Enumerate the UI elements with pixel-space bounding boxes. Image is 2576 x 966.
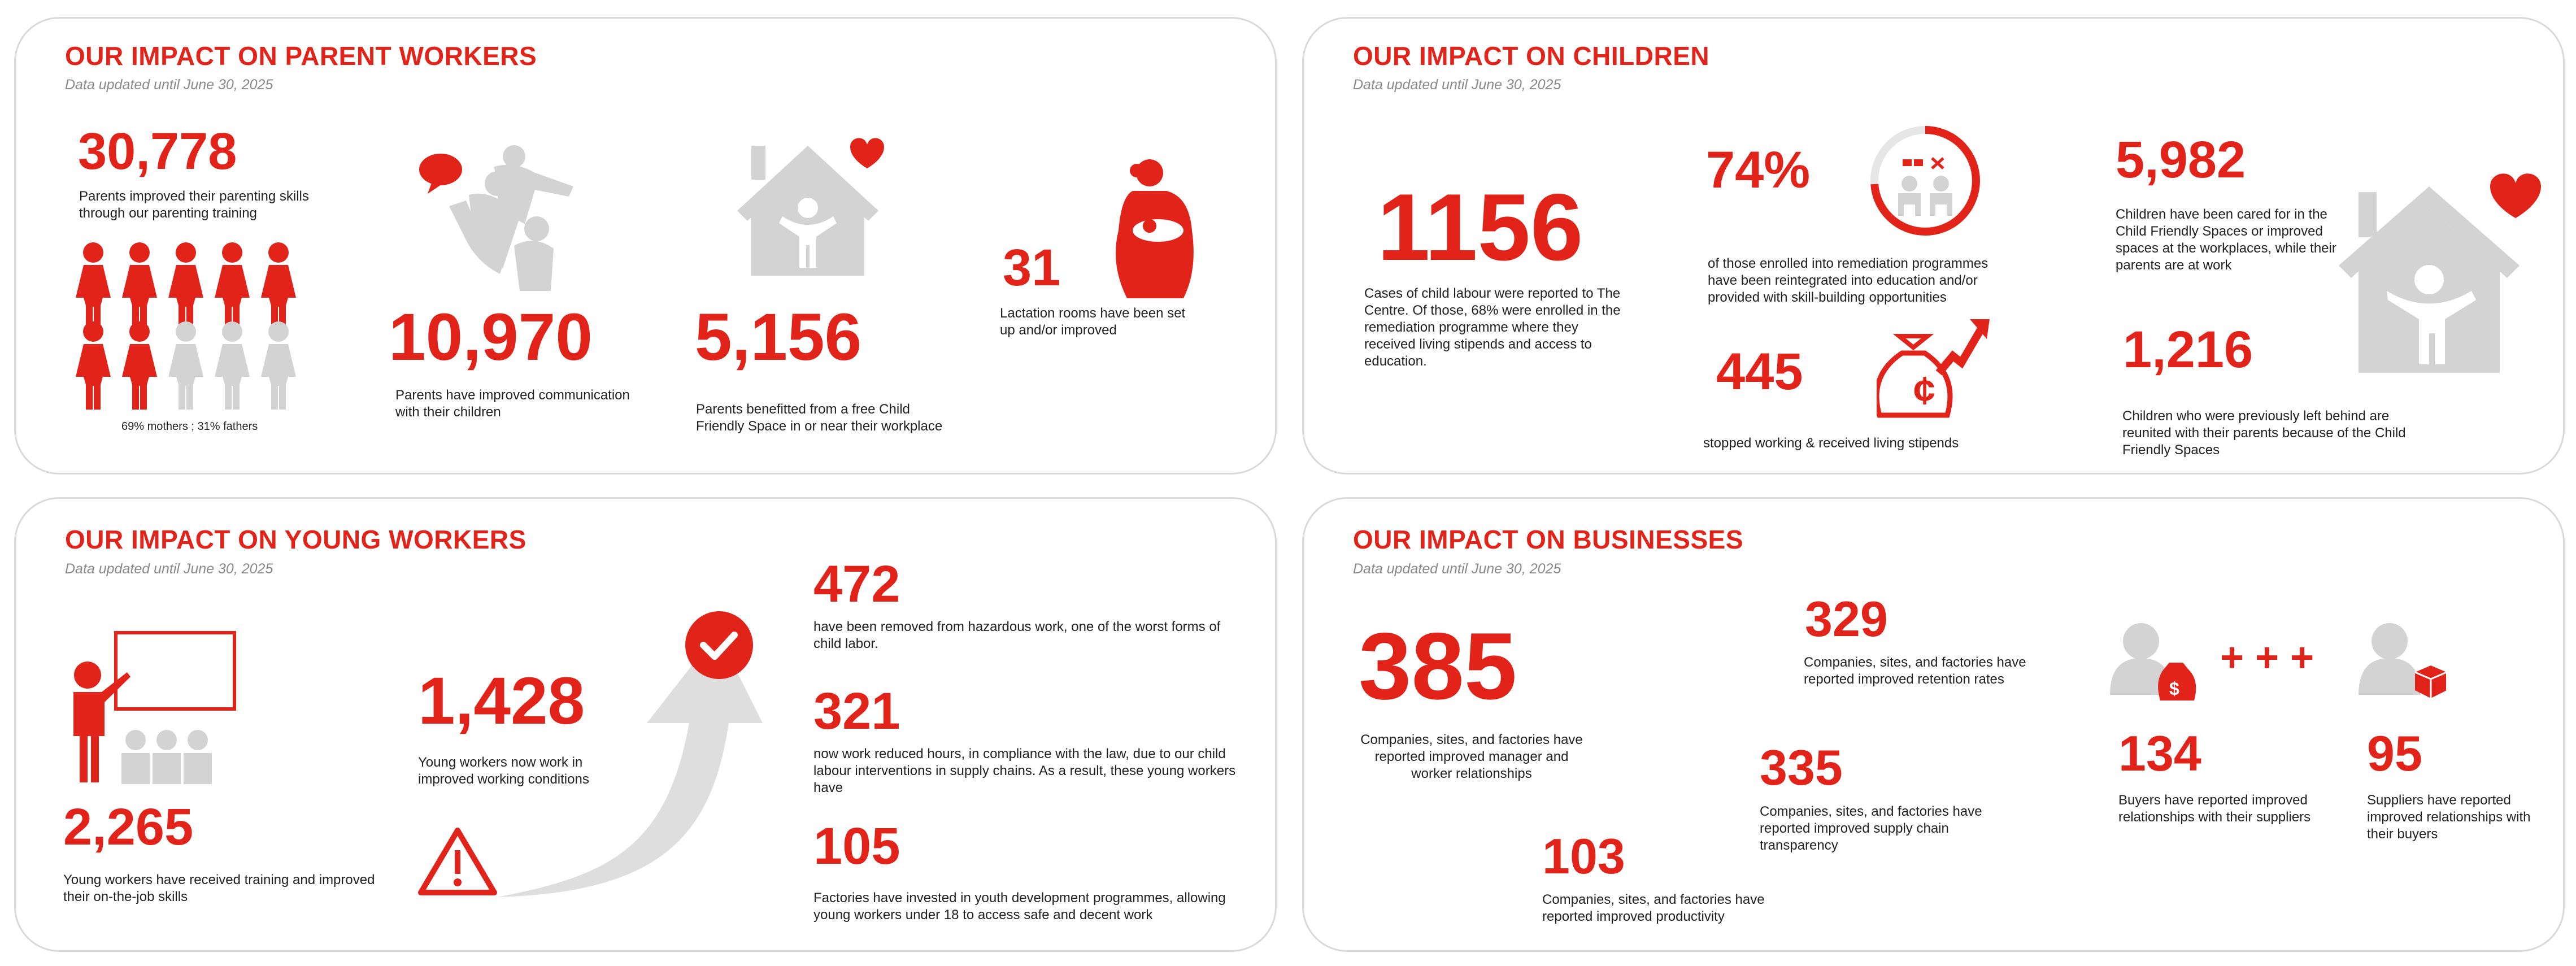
teacher-icon — [73, 631, 236, 784]
businesses-panel — [1302, 497, 2565, 952]
stat-text: Companies, sites, and factories have rep… — [1804, 655, 2026, 687]
stat-value: 2,265 — [63, 798, 194, 856]
students-icon — [121, 730, 212, 784]
stat-value: 335 — [1760, 739, 1843, 795]
children-title: OUR IMPACT ON CHILDREN — [1353, 41, 1710, 71]
stat-text: stopped working & received living stipen… — [1703, 436, 1959, 451]
stat-text: of those enrolled into remediation progr… — [1708, 256, 1988, 305]
curved-arrow-icon — [418, 611, 763, 897]
buyer-money-icon: $ — [2110, 623, 2196, 700]
house-child-icon — [2339, 173, 2541, 373]
stat-text: Parents benefitted from a free Child Fri… — [696, 402, 943, 434]
young-workers-date: Data updated until June 30, 2025 — [65, 561, 273, 577]
parent-workers-title: OUR IMPACT ON PARENT WORKERS — [65, 41, 537, 71]
house-child-icon — [737, 138, 884, 276]
heart-icon — [850, 138, 884, 168]
parent-workers-date: Data updated until June 30, 2025 — [65, 77, 273, 93]
parent-workers-panel — [14, 17, 1277, 475]
stat-value: 1,428 — [418, 664, 585, 738]
children-date: Data updated until June 30, 2025 — [1353, 77, 1561, 93]
progress-ring-icon — [1870, 126, 1980, 236]
young-workers-title: OUR IMPACT ON YOUNG WORKERS — [65, 525, 526, 554]
stat-value: 445 — [1716, 343, 1803, 401]
stat-text: have been removed from hazardous work, o… — [813, 619, 1221, 651]
stat-text: Parents improved their parenting skills … — [79, 189, 309, 221]
stat-value: 329 — [1805, 591, 1888, 647]
svg-text:¢: ¢ — [1913, 368, 1935, 412]
businesses-title: OUR IMPACT ON BUSINESSES — [1353, 525, 1743, 554]
money-bag-icon: ¢ — [1877, 319, 1990, 418]
check-circle-icon — [685, 611, 753, 679]
stat-value: 103 — [1542, 828, 1625, 884]
family-icon — [419, 145, 573, 291]
stat-value: 95 — [2367, 725, 2422, 781]
warning-icon — [418, 828, 497, 895]
stat-value: 30,778 — [78, 123, 237, 180]
children-icon — [1898, 176, 1952, 216]
svg-text:$: $ — [2169, 678, 2179, 699]
plus-signs: + + + — [2220, 635, 2314, 680]
speech-heart-icon — [419, 154, 462, 194]
women-icon — [76, 242, 296, 410]
stat-text: Companies, sites, and factories have rep… — [1360, 732, 1583, 781]
stat-text: Lactation rooms have been set up and/or … — [1000, 306, 1186, 338]
stat-text: Children have been cared for in the Chil… — [2116, 207, 2336, 273]
parent-ratio-text: 69% mothers ; 31% fathers — [121, 420, 258, 433]
stat-value: 105 — [813, 817, 900, 875]
stat-text: Suppliers have reported improved relatio… — [2367, 793, 2531, 842]
growth-arrow-icon — [1935, 327, 1985, 376]
stat-value: 74% — [1706, 141, 1811, 199]
stat-text: Factories have invested in youth develop… — [813, 890, 1226, 923]
heart-icon — [2490, 173, 2541, 218]
stat-text: Children who were previously left behind… — [2122, 408, 2406, 458]
businesses-date: Data updated until June 30, 2025 — [1353, 561, 1561, 577]
stat-value: 1156 — [1377, 174, 1583, 280]
stat-text: Parents have improved communication with… — [395, 388, 630, 420]
stat-text: Young workers have received training and… — [63, 872, 375, 904]
stat-value: 134 — [2118, 725, 2201, 781]
children-panel — [1302, 17, 2565, 475]
stat-text: Cases of child labour were reported to T… — [1364, 286, 1621, 369]
stat-value: 31 — [1003, 239, 1061, 297]
stat-value: 1,216 — [2123, 321, 2253, 378]
stat-value: 385 — [1359, 613, 1517, 719]
stat-value: 472 — [813, 555, 900, 613]
stat-text: Companies, sites, and factories have rep… — [1542, 892, 1765, 924]
stat-value: 5,982 — [2116, 131, 2246, 189]
stat-text: Companies, sites, and factories have rep… — [1760, 804, 1982, 853]
stat-value: 5,156 — [695, 300, 862, 375]
young-workers-panel — [14, 497, 1277, 952]
stat-text: now work reduced hours, in compliance wi… — [813, 746, 1236, 795]
breastfeeding-mother-icon — [1116, 159, 1194, 298]
stat-value: 321 — [813, 682, 900, 740]
stat-text: Young workers now work in improved worki… — [418, 755, 589, 787]
stat-value: 10,970 — [389, 300, 593, 375]
supplier-box-icon — [2359, 623, 2446, 698]
stat-text: Buyers have reported improved relationsh… — [2118, 793, 2311, 825]
